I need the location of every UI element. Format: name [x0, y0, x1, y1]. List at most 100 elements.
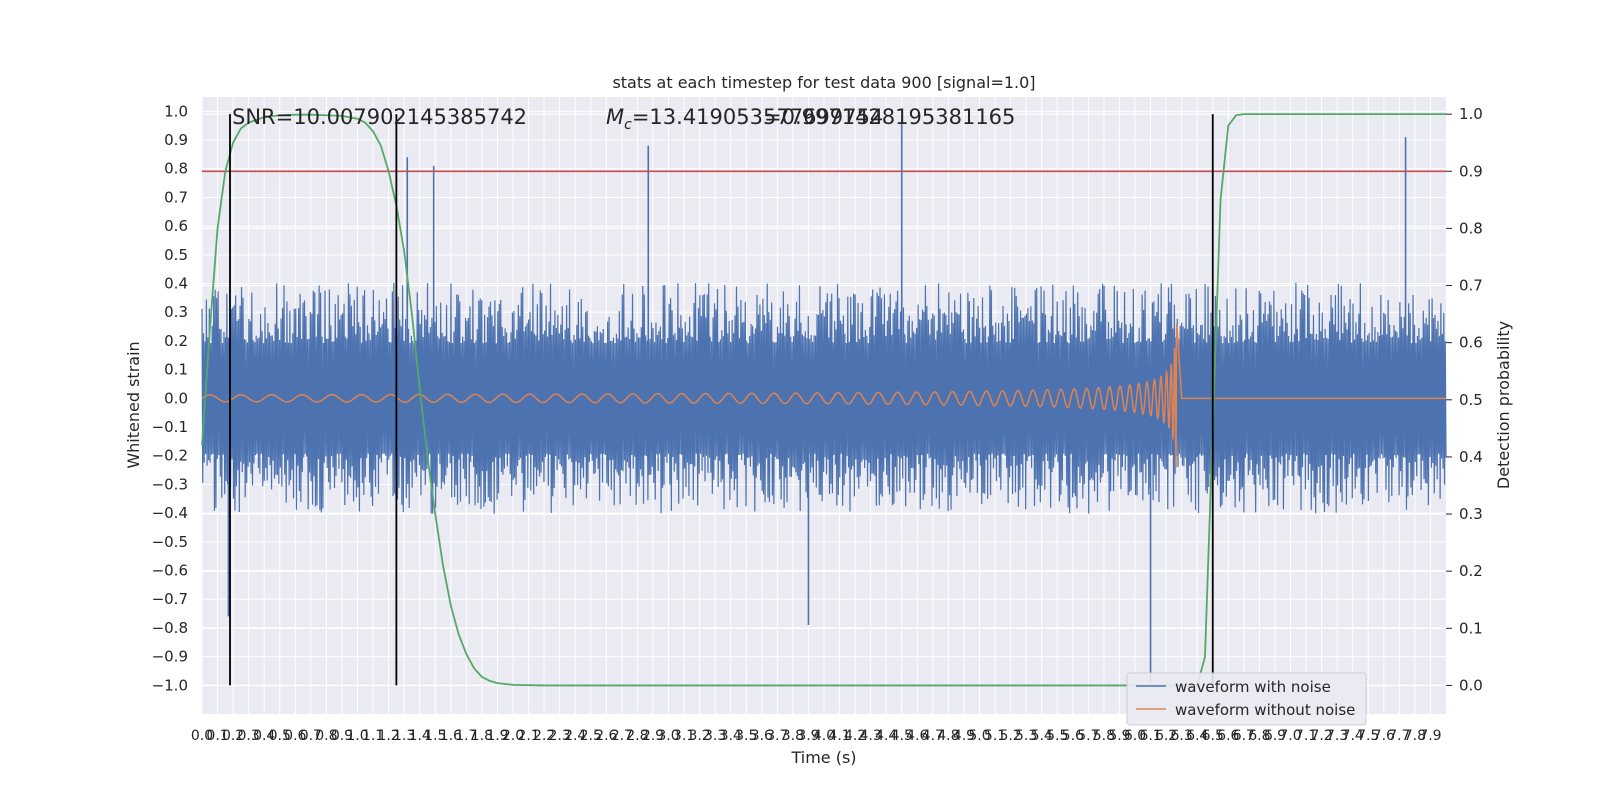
x-tick-label: 6.1: [1139, 728, 1161, 744]
overlap-annotation: =0.9971428195381165: [764, 105, 1015, 129]
x-tick-label: 4.6: [906, 728, 928, 744]
x-tick-label: 2.1: [517, 728, 539, 744]
x-tick-label: 3.7: [766, 728, 788, 744]
x-tick-label: 7.8: [1404, 728, 1426, 744]
x-tick-label: 4.5: [891, 728, 913, 744]
x-tick-label: 2.5: [580, 728, 602, 744]
x-tick-label: 4.2: [844, 728, 866, 744]
y-tick-label: 1.0: [164, 102, 188, 120]
y-tick-label: 0.4: [164, 275, 188, 293]
x-tick-label: 5.6: [1062, 728, 1084, 744]
y-tick-label: −0.7: [152, 590, 188, 608]
x-tick-label: 2.8: [626, 728, 648, 744]
x-tick-label: 2.9: [642, 728, 664, 744]
x-tick-label: 2.2: [533, 728, 555, 744]
y-axis-left: 1.0 0.9 0.8 0.7 0.6 0.5 0.4 0.3 0.2 0.1 0.0 −0.1 −0.…: [152, 102, 188, 694]
y2-axis-label: Detection probability: [1494, 321, 1513, 489]
x-tick-label: 4.4: [875, 728, 897, 744]
x-tick-label: 3.9: [797, 728, 819, 744]
series-waveform-with-noise: [201, 122, 1447, 683]
x-tick-label: 0.8: [315, 728, 337, 744]
y-tick-label: −0.9: [152, 648, 188, 666]
x-tick-label: 7.6: [1373, 728, 1395, 744]
y-tick-label: −0.2: [152, 447, 188, 465]
x-tick-label: 6.3: [1171, 728, 1193, 744]
x-tick-label: 7.1: [1295, 728, 1317, 744]
series-waveform-without-noise: [201, 323, 1446, 469]
x-tick-label: 4.8: [937, 728, 959, 744]
x-tick-label: 0.0: [191, 728, 213, 744]
x-tick-label: 6.0: [1124, 728, 1146, 744]
x-tick-label: 3.2: [688, 728, 710, 744]
x-tick-label: 2.3: [549, 728, 571, 744]
x-tick-label: 6.5: [1202, 728, 1224, 744]
y2-tick-label: 1.0: [1459, 105, 1483, 123]
event-markers: [229, 114, 1214, 686]
x-tick-label: 3.6: [751, 728, 773, 744]
snr-annotation: SNR=10.007902145385742: [232, 105, 527, 129]
legend-label-noise: waveform with noise: [1175, 678, 1331, 696]
x-tick-label: 1.0: [346, 728, 368, 744]
y-tick-label: −0.8: [152, 619, 188, 637]
x-tick-label: 6.6: [1217, 728, 1239, 744]
y-tick-label: 0.9: [164, 131, 188, 149]
y2-tick-label: 0.4: [1459, 448, 1483, 466]
y-tick-label: 0.7: [164, 188, 188, 206]
y2-tick-label: 0.7: [1459, 277, 1483, 295]
x-tick-label: 1.4: [409, 728, 431, 744]
x-tick-label: 3.3: [704, 728, 726, 744]
y-tick-label: 0.2: [164, 332, 188, 350]
x-tick-label: 0.3: [238, 728, 260, 744]
x-tick-label: 0.5: [269, 728, 291, 744]
y2-tick-label: 0.8: [1459, 219, 1483, 237]
legend-label-clean: waveform without noise: [1175, 701, 1355, 719]
x-tick-label: 2.6: [595, 728, 617, 744]
x-tick-label: 5.2: [999, 728, 1021, 744]
x-tick-label: 7.4: [1342, 728, 1364, 744]
legend-box: [1126, 672, 1367, 726]
x-tick-label: 1.8: [471, 728, 493, 744]
x-tick-label: 0.7: [300, 728, 322, 744]
y-tick-label: −0.3: [152, 475, 188, 493]
x-tick-label: 2.0: [502, 728, 524, 744]
x-tick-label: 3.4: [720, 728, 742, 744]
y2-tick-label: 0.3: [1459, 505, 1483, 523]
y2-tick-label: 0.5: [1459, 391, 1483, 409]
y2-tick-label: 0.6: [1459, 334, 1483, 352]
chirp-mass-annotation: Mc=13.419053577699754: [606, 105, 883, 133]
x-tick-label: 1.7: [455, 728, 477, 744]
x-tick-label: 5.4: [1031, 728, 1053, 744]
x-tick-label: 4.7: [922, 728, 944, 744]
x-tick-label: 0.2: [222, 728, 244, 744]
x-tick-label: 7.5: [1357, 728, 1379, 744]
x-tick-label: 4.1: [828, 728, 850, 744]
x-tick-label: 4.9: [953, 728, 975, 744]
x-tick-label: 5.0: [968, 728, 990, 744]
x-tick-label: 7.0: [1279, 728, 1301, 744]
x-tick-label: 6.7: [1233, 728, 1255, 744]
x-tick-label: 5.9: [1108, 728, 1130, 744]
legend: waveform with noise waveform without noi…: [1126, 672, 1367, 726]
clean-waveform-trace: [201, 323, 1446, 469]
y-tick-label: 0.6: [164, 217, 188, 235]
y2-tick-label: 0.1: [1459, 619, 1483, 637]
y-axis-label: Whitened strain: [124, 341, 143, 468]
x-tick-label: 5.5: [1046, 728, 1068, 744]
x-tick-label: 6.8: [1248, 728, 1270, 744]
x-axis: 0.00.10.20.30.40.50.60.70.80.91.01.11.21…: [191, 728, 1442, 744]
x-tick-label: 0.9: [331, 728, 353, 744]
x-tick-label: 1.6: [440, 728, 462, 744]
x-tick-label: 1.2: [377, 728, 399, 744]
noise-trace: [201, 282, 1447, 514]
x-tick-label: 5.8: [1093, 728, 1115, 744]
x-tick-label: 4.0: [813, 728, 835, 744]
y-tick-label: −0.6: [152, 562, 188, 580]
x-tick-label: 7.7: [1388, 728, 1410, 744]
x-tick-label: 1.5: [424, 728, 446, 744]
x-tick-label: 3.8: [782, 728, 804, 744]
x-tick-label: 7.9: [1419, 728, 1441, 744]
y-tick-label: −1.0: [152, 676, 188, 694]
x-tick-label: 4.3: [860, 728, 882, 744]
x-tick-label: 0.1: [206, 728, 228, 744]
